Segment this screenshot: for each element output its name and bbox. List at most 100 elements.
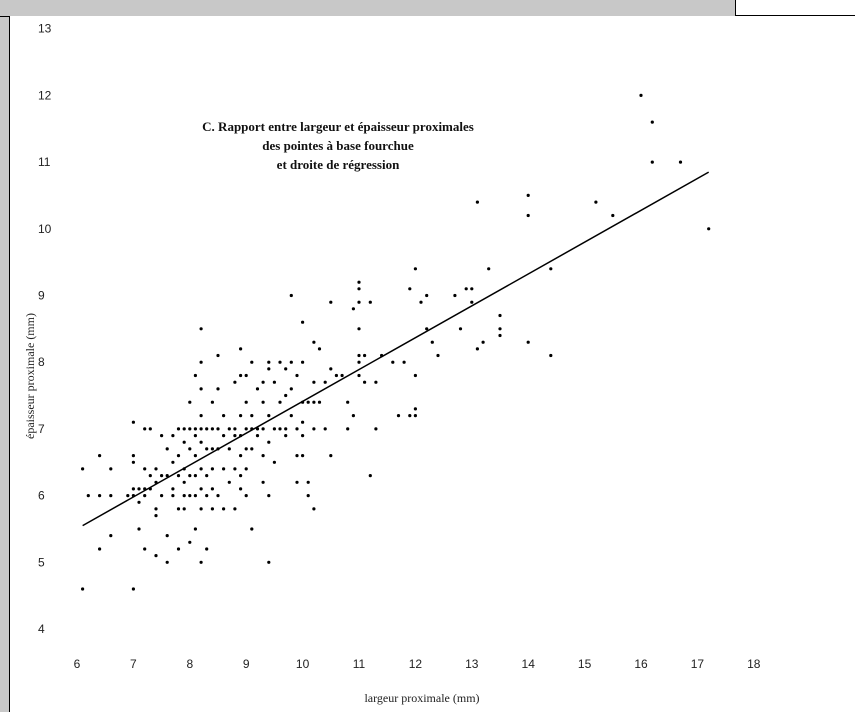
data-point: [193, 494, 197, 498]
data-point: [137, 527, 141, 531]
data-point: [295, 373, 299, 378]
data-point: [413, 414, 417, 418]
data-point: [391, 360, 395, 364]
data-point: [188, 447, 192, 451]
data-point: [205, 547, 209, 551]
x-tick-label: 17: [691, 657, 705, 671]
data-point: [216, 427, 220, 431]
y-axis-label: épaisseur proximale (mm): [23, 313, 37, 439]
data-point: [413, 407, 417, 411]
data-point: [205, 447, 209, 451]
data-point: [199, 560, 203, 564]
data-point: [425, 293, 429, 298]
window-top-bar: [0, 0, 735, 17]
data-point: [413, 373, 417, 378]
x-tick-label: 15: [578, 657, 592, 671]
data-point: [340, 373, 344, 378]
x-axis-label: largeur proximale (mm): [364, 691, 479, 705]
data-point: [193, 427, 197, 431]
chart-panel: C. Rapport entre largeur et épaisseur pr…: [9, 16, 855, 712]
data-point: [301, 420, 305, 424]
data-point: [312, 400, 316, 404]
data-point: [487, 267, 491, 271]
data-point: [109, 534, 113, 538]
data-point: [109, 467, 113, 471]
data-point: [81, 587, 85, 591]
data-point: [368, 474, 372, 478]
data-point: [199, 427, 203, 431]
data-point: [210, 487, 214, 491]
data-point: [244, 467, 248, 471]
data-point: [176, 507, 181, 511]
data-point: [284, 427, 288, 431]
data-point: [295, 427, 299, 431]
data-point: [227, 447, 231, 451]
data-point: [272, 427, 276, 431]
data-point: [261, 427, 265, 431]
data-point: [453, 293, 457, 298]
data-point: [239, 347, 243, 351]
data-point: [205, 494, 209, 498]
x-tick-label: 7: [130, 657, 137, 671]
chart-title-line-3: et droite de régression: [277, 157, 400, 172]
data-point: [233, 427, 237, 431]
data-point: [289, 387, 293, 391]
data-point: [98, 454, 102, 458]
data-point: [329, 300, 333, 304]
data-point: [312, 340, 316, 344]
data-point: [143, 427, 147, 431]
data-point: [267, 360, 271, 364]
data-point: [137, 487, 141, 491]
data-point: [239, 414, 243, 418]
data-point: [81, 467, 85, 471]
data-point: [301, 454, 305, 458]
data-point: [199, 327, 203, 331]
data-point: [131, 587, 135, 591]
data-point: [188, 540, 192, 544]
data-point: [278, 360, 282, 364]
data-point: [171, 434, 175, 438]
data-point: [255, 387, 260, 391]
data-point: [154, 554, 158, 558]
data-point: [227, 427, 231, 431]
data-point: [678, 160, 683, 164]
data-point: [408, 287, 412, 291]
data-point: [363, 353, 367, 358]
x-tick-label: 9: [243, 657, 250, 671]
data-point: [261, 400, 265, 404]
data-point: [549, 267, 553, 271]
data-point: [210, 507, 214, 511]
x-tick-label: 18: [747, 657, 761, 671]
data-point: [368, 300, 372, 304]
data-point: [261, 454, 265, 458]
data-point: [109, 494, 113, 498]
x-tick-label: 10: [296, 657, 310, 671]
data-point: [306, 400, 310, 404]
data-point: [193, 373, 197, 378]
x-axis-ticks: 6 7 8 9 10 11 12 13 14 15 16 17 18: [74, 657, 761, 671]
data-point: [244, 373, 248, 378]
data-points: [81, 93, 711, 591]
data-point: [239, 373, 243, 378]
data-point: [160, 474, 164, 478]
data-point: [233, 434, 237, 438]
data-point: [396, 414, 401, 418]
data-point: [402, 360, 406, 364]
data-point: [216, 494, 220, 498]
data-point: [176, 474, 181, 478]
data-point: [284, 434, 288, 438]
data-point: [244, 427, 248, 431]
data-point: [312, 380, 316, 384]
data-point: [357, 360, 361, 364]
data-point: [176, 547, 181, 551]
data-point: [498, 333, 502, 338]
data-point: [261, 480, 265, 484]
data-point: [199, 467, 203, 471]
data-point: [171, 460, 175, 464]
data-point: [436, 353, 440, 358]
data-point: [481, 340, 485, 344]
data-point: [176, 454, 181, 458]
data-point: [193, 474, 197, 478]
y-tick-label: 5: [38, 555, 45, 569]
data-point: [408, 414, 412, 418]
